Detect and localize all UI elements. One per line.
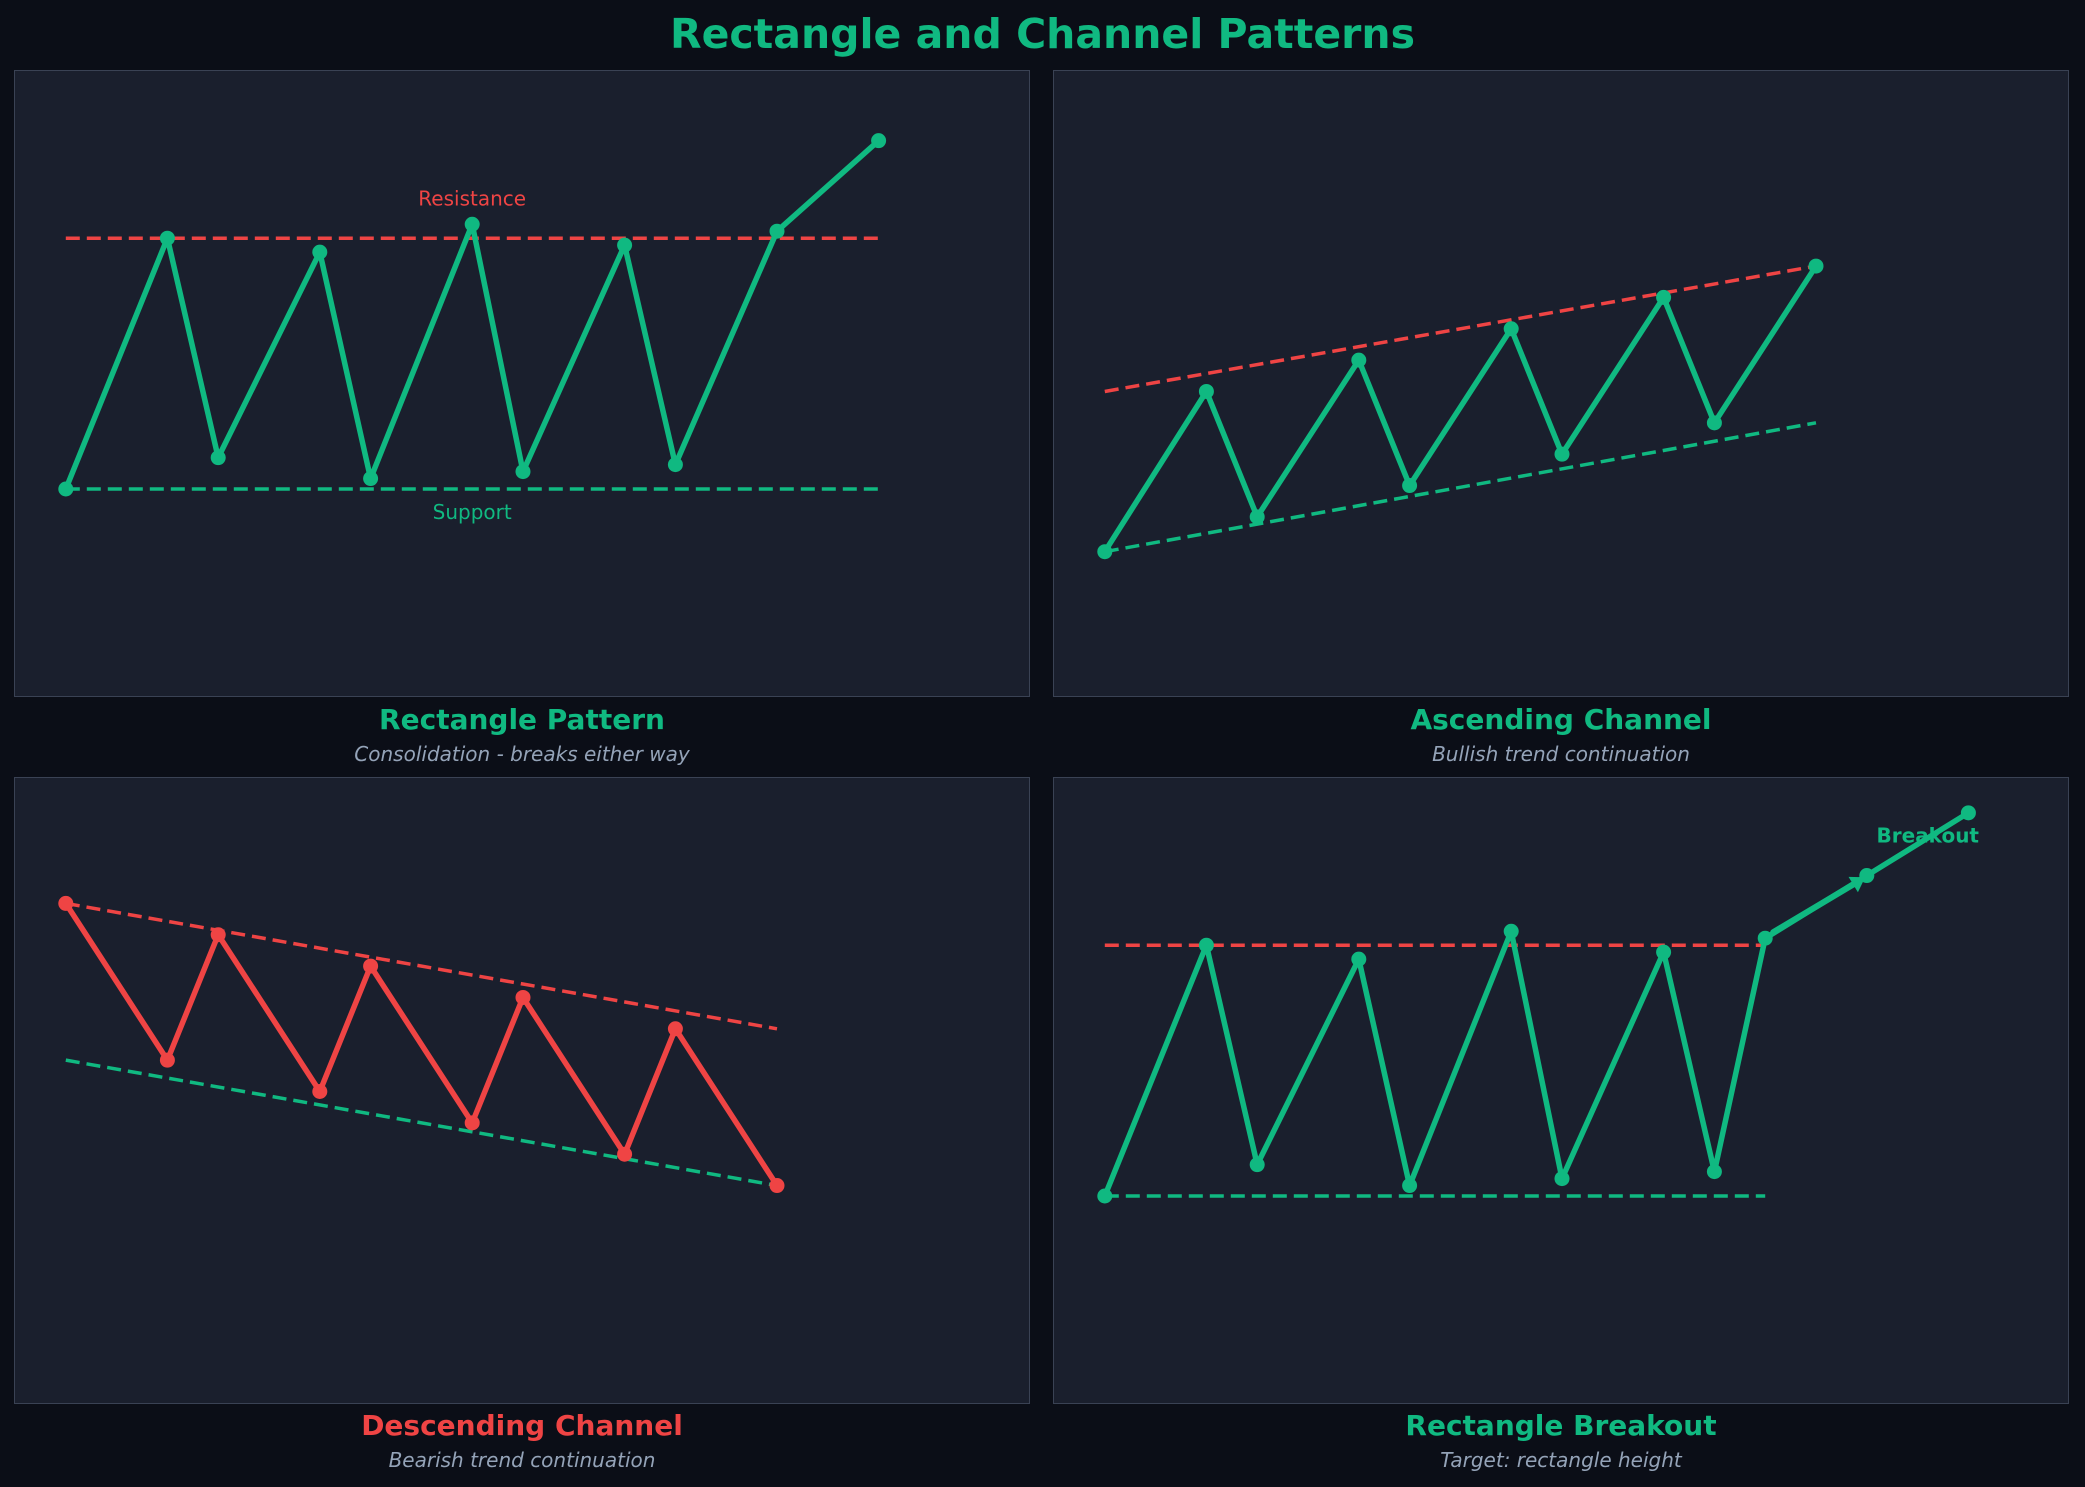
rectangle-breakout-price-point [1859,868,1875,884]
ascending-channel-price-point [1503,321,1519,337]
ascending-channel-price-point [1097,544,1113,560]
ascending-channel-plot [1097,258,1824,560]
rectangle-breakout-price-point [1503,923,1519,939]
rectangle-breakout-price-point [1249,1157,1265,1173]
rectangle-breakout-subtitle: Target: rectangle height [1440,1448,1682,1472]
ascending-channel-price-point [1808,258,1824,274]
ascending-channel-resistance-line [1104,264,1817,394]
ascending-channel-price-point [1554,446,1570,462]
rectangle-pattern-price-point [871,133,887,149]
descending-channel-price-point [363,958,379,974]
rectangle-pattern-support-label: Support [433,500,512,524]
rectangle-breakout-price-point [1198,937,1214,953]
rectangle-breakout-price-point [1097,1188,1113,1204]
rectangle-pattern-price-point [515,464,531,480]
rectangle-breakout-price-point [1554,1171,1570,1187]
rectangle-pattern-price-point [363,471,379,487]
ascending-channel-price-point [1706,415,1722,431]
rectangle-pattern-plot: Resistance Support [58,133,887,524]
rectangle-pattern-title: Rectangle Pattern [379,703,665,736]
ascending-channel-subtitle: Bullish trend continuation [1432,742,1690,766]
descending-channel-price-point [464,1115,480,1131]
ascending-channel-price-point [1351,352,1367,368]
descending-channel-price-point [769,1178,785,1194]
ascending-channel-price-point [1402,478,1418,494]
rectangle-pattern-price-point [769,223,785,239]
ascending-channel-title: Ascending Channel [1410,703,1712,736]
descending-channel-price-point [159,1052,175,1068]
descending-channel-price-point [312,1084,328,1099]
rectangle-breakout-price-point [1706,1164,1722,1180]
descending-channel-price-point [617,1146,633,1162]
rectangle-pattern-resistance-label: Resistance [418,186,526,210]
rectangle-pattern-subtitle: Consolidation - breaks either way [354,742,690,766]
rectangle-pattern-price-point [58,481,74,497]
descending-channel-price-point [515,989,531,1005]
ascending-channel-panel [1053,70,2069,697]
rectangle-breakout-price-point [1351,951,1367,967]
rectangle-breakout-price-line [1102,810,1972,1199]
rectangle-pattern-price-point [464,216,480,232]
descending-channel-resistance-line [65,901,778,1031]
rectangle-pattern-price-point [617,237,633,253]
rectangle-breakout-breakout-arrowhead [1848,876,1866,893]
ascending-channel-price-point [1656,289,1672,305]
descending-channel-support-line [65,1058,778,1188]
rectangle-breakout-breakout-label: Breakout [1877,824,1980,848]
rectangle-pattern-price-point [667,457,683,473]
rectangle-breakout-title: Rectangle Breakout [1405,1409,1717,1442]
rectangle-breakout-price-point [1402,1178,1418,1194]
descending-channel-title: Descending Channel [361,1409,683,1442]
rectangle-breakout-price-point [1656,944,1672,960]
rectangle-breakout-plot: Breakout [1097,805,1980,1204]
descending-channel-price-point [667,1021,683,1037]
descending-channel-price-line [63,900,780,1189]
rectangle-breakout-panel: Breakout [1053,777,2069,1404]
rectangle-pattern-price-point [210,450,226,466]
rectangle-breakout-price-point [1757,930,1773,946]
descending-channel-price-point [210,927,226,943]
rectangle-breakout-breakout-arrow [1770,879,1860,936]
descending-channel-subtitle: Bearish trend continuation [388,1448,656,1472]
main-title: Rectangle and Channel Patterns [670,10,1415,58]
ascending-channel-support-line [1104,421,1817,554]
rectangle-pattern-panel: Resistance Support [14,70,1030,697]
descending-channel-plot [58,895,785,1194]
rectangle-pattern-price-point [159,230,175,246]
ascending-channel-price-line [1102,263,1819,555]
rectangle-pattern-price-point [312,244,328,260]
descending-channel-price-point [58,895,74,911]
ascending-channel-price-point [1249,509,1265,525]
rectangle-breakout-price-point [1960,805,1976,821]
ascending-channel-price-point [1198,383,1214,399]
descending-channel-panel [14,777,1030,1404]
